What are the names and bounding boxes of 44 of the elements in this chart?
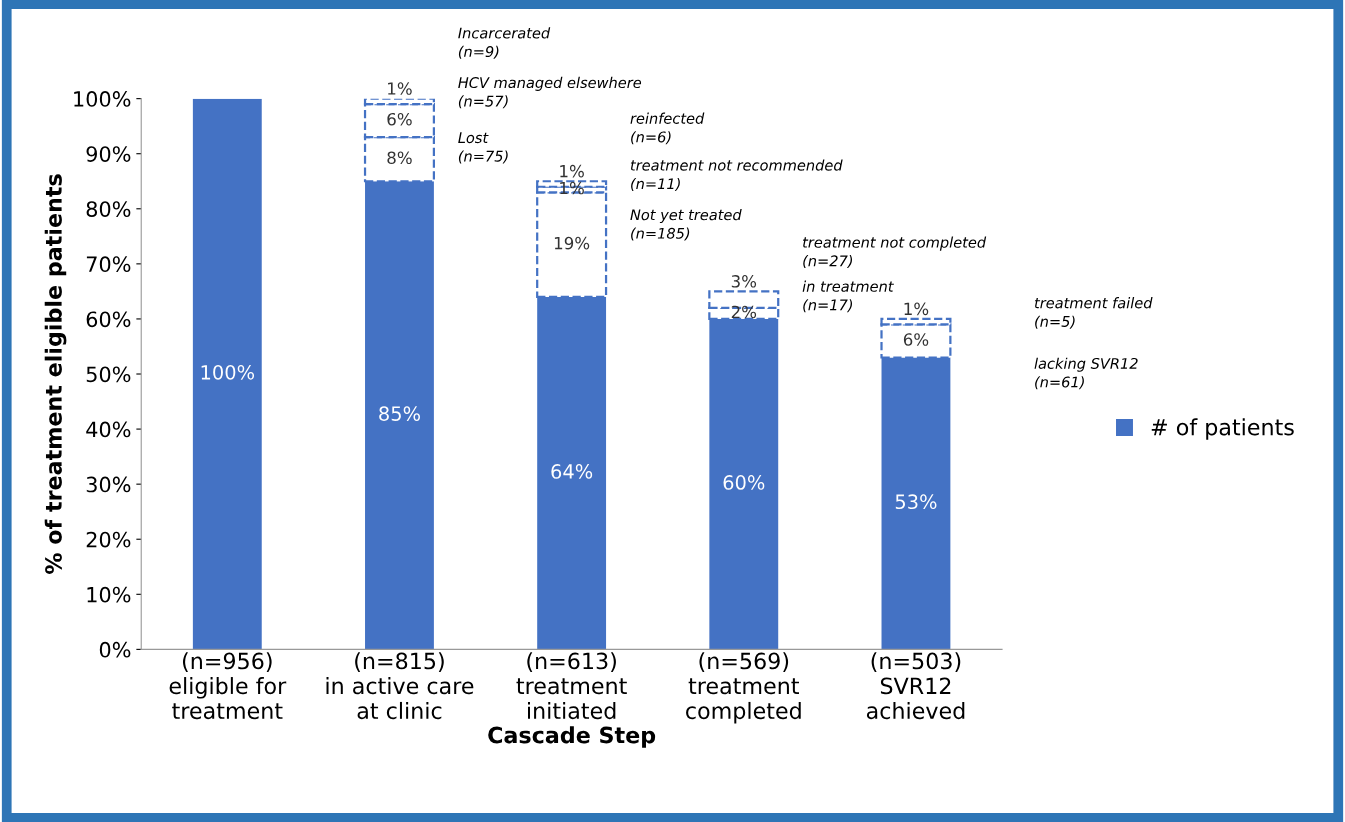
y-tick-label: 0% [99, 641, 131, 658]
y-tick-label: 40% [86, 421, 131, 438]
text: treatment failed (n=5) [1034, 297, 1153, 329]
data-label: 85% [379, 406, 420, 421]
y-tick-label: 90% [86, 146, 131, 162]
data-label: 1% [560, 164, 584, 178]
data-label: 1% [904, 302, 929, 316]
x-tick-label: (n=503) SVR12 achieved [866, 652, 965, 720]
x-tick-label: (n=613) treatment initiated [516, 652, 627, 720]
data-label: 3% [731, 275, 757, 288]
data-label: 53% [895, 494, 937, 510]
y-tick-label: 50% [86, 366, 131, 383]
data-label: 60% [723, 475, 765, 490]
x-tick-label: (n=956) eligible for treatment [169, 652, 287, 720]
x-tick-label: (n=815) in active care at clinic [326, 652, 474, 720]
y-tick-label: 60% [86, 311, 131, 328]
text: Incarcerated (n=9) [458, 27, 551, 59]
data-label: 64% [551, 464, 593, 479]
annotation: Not yet treated (n=185) [630, 208, 742, 241]
annotation: treatment not recommended (n=11) [630, 159, 843, 191]
annotation: HCV managed elsewhere (n=57) [458, 76, 642, 109]
bar [192, 98, 262, 650]
y-tick-label: 100% [74, 91, 131, 107]
data-label: 8% [387, 151, 412, 165]
y-tick-label: 70% [86, 256, 131, 273]
data-label: 6% [387, 112, 412, 126]
text: lacking SVR12 (n=61) [1034, 357, 1138, 390]
data-label: 1% [388, 82, 412, 95]
data-label: 2% [731, 305, 757, 319]
y-tick-label: 80% [86, 201, 131, 217]
data-label: 19% [554, 236, 590, 250]
y-tick-label: 10% [87, 586, 131, 603]
annotation: Lost (n=75) [458, 132, 508, 164]
legend-label: # of patients [1151, 418, 1294, 440]
y-tick-label: 30% [86, 476, 131, 493]
data-label: 6% [903, 333, 929, 346]
x-axis-title: Cascade Step [488, 726, 656, 748]
y-axis-title: % of treatment eligible patients [44, 174, 67, 574]
y-tick-label: 20% [86, 531, 131, 548]
annotation: reinfected (n=6) [630, 112, 705, 145]
annotation: in treatment (n=17) [802, 280, 894, 313]
data-label: 100% [201, 364, 255, 380]
x-tick-label: (n=569) treatment completed [686, 652, 801, 724]
annotation: treatment not completed (n=27) [803, 236, 987, 269]
